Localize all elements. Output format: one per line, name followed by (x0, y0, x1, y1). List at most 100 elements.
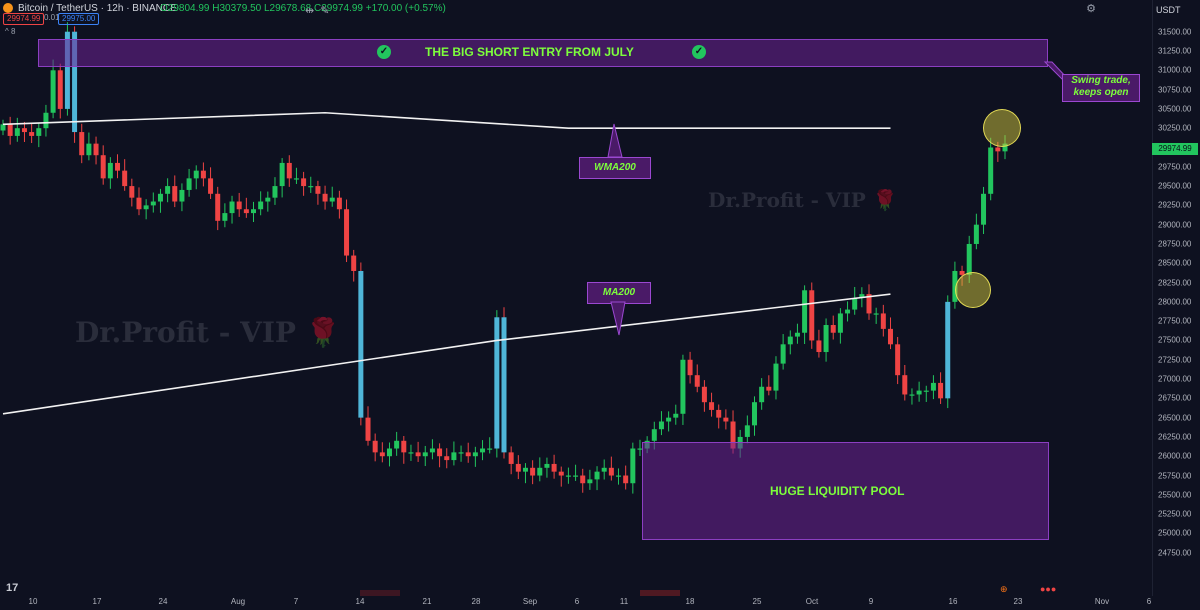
candle[interactable] (787, 330, 793, 355)
candle[interactable] (608, 456, 614, 481)
candle[interactable] (379, 442, 385, 463)
candle[interactable] (866, 284, 872, 320)
candle[interactable] (780, 334, 786, 370)
symbol-title[interactable]: Bitcoin / TetherUS · 12h · BINANCE (18, 3, 177, 14)
candle[interactable] (565, 467, 571, 484)
candle[interactable] (809, 282, 815, 349)
candle[interactable] (429, 439, 435, 460)
candle[interactable] (86, 132, 92, 161)
candle[interactable] (329, 186, 335, 207)
candle[interactable] (487, 437, 493, 454)
candle[interactable] (501, 307, 507, 459)
candle[interactable] (480, 440, 486, 461)
candle[interactable] (157, 188, 163, 213)
candle[interactable] (372, 433, 378, 462)
candle[interactable] (79, 123, 85, 164)
candle[interactable] (36, 123, 42, 148)
candle[interactable] (658, 411, 664, 436)
candle[interactable] (272, 177, 278, 205)
candle[interactable] (279, 158, 285, 198)
candle[interactable] (802, 285, 808, 345)
candle[interactable] (293, 167, 299, 185)
candle[interactable] (544, 457, 550, 478)
candle[interactable] (229, 195, 235, 224)
candle[interactable] (165, 178, 171, 203)
candle[interactable] (122, 159, 128, 191)
candle[interactable] (673, 404, 679, 425)
candle[interactable] (465, 442, 471, 463)
buy-button[interactable]: 29975.00 (58, 13, 100, 25)
candle[interactable] (902, 364, 908, 401)
sell-button[interactable]: 29974.99 (3, 13, 45, 25)
wma200-line[interactable] (2, 111, 891, 129)
candle[interactable] (107, 157, 113, 189)
candle[interactable] (988, 137, 994, 201)
candle[interactable] (594, 466, 600, 491)
candle[interactable] (766, 375, 772, 396)
candle[interactable] (845, 301, 851, 322)
candle[interactable] (386, 442, 392, 467)
candle[interactable] (7, 116, 13, 145)
candle[interactable] (150, 192, 156, 213)
candle[interactable] (222, 203, 228, 228)
candle[interactable] (322, 185, 328, 210)
candle[interactable] (522, 463, 528, 484)
candle[interactable] (637, 439, 643, 456)
candle[interactable] (179, 183, 185, 212)
candle[interactable] (680, 354, 686, 425)
candle[interactable] (129, 178, 135, 207)
candle[interactable] (587, 469, 593, 490)
candle[interactable] (830, 315, 836, 340)
candle[interactable] (938, 372, 944, 404)
candle[interactable] (251, 201, 256, 222)
candle[interactable] (193, 165, 199, 190)
candle[interactable] (143, 199, 149, 220)
settings-icon[interactable]: ⚙ (1086, 3, 1096, 15)
candle[interactable] (723, 409, 729, 430)
candle[interactable] (14, 117, 20, 142)
candle[interactable] (887, 317, 893, 350)
candle[interactable] (773, 356, 779, 400)
candle[interactable] (630, 442, 636, 494)
candle[interactable] (64, 22, 70, 116)
candle[interactable] (200, 162, 206, 187)
candle[interactable] (701, 380, 707, 412)
candle[interactable] (358, 262, 364, 426)
candle[interactable] (616, 468, 622, 485)
candle[interactable] (336, 190, 342, 219)
candle[interactable] (100, 145, 106, 185)
candle[interactable] (401, 436, 407, 464)
candle[interactable] (115, 154, 121, 179)
candle[interactable] (873, 307, 879, 324)
collapse-indicators-button[interactable]: ^ 8 (5, 27, 16, 36)
candle[interactable] (344, 199, 350, 263)
candle[interactable] (408, 444, 414, 461)
candle[interactable] (236, 192, 242, 217)
candle[interactable] (472, 446, 478, 467)
candle[interactable] (952, 261, 958, 309)
candle[interactable] (794, 323, 800, 344)
candle[interactable] (930, 375, 936, 400)
candle[interactable] (451, 441, 457, 466)
candle[interactable] (573, 464, 579, 481)
currency-label[interactable]: USDT (1156, 5, 1181, 15)
candle[interactable] (43, 104, 49, 137)
candle[interactable] (973, 213, 979, 250)
candle[interactable] (136, 187, 142, 216)
candle[interactable] (923, 385, 929, 402)
candle[interactable] (308, 176, 314, 193)
candle[interactable] (580, 468, 586, 493)
candle[interactable] (365, 406, 371, 446)
candle[interactable] (415, 441, 421, 462)
candle[interactable] (422, 445, 428, 467)
candle[interactable] (981, 186, 987, 235)
candle[interactable] (265, 191, 271, 212)
candle[interactable] (551, 454, 557, 479)
drawing-tools-icon[interactable]: ⇹✎ (305, 5, 336, 17)
candle[interactable] (394, 431, 400, 456)
candle[interactable] (494, 310, 500, 458)
candle[interactable] (558, 466, 564, 487)
candle[interactable] (687, 351, 693, 384)
price-axis[interactable]: 24750.00 25000.00 25250.00 25500.00 25750.00… (1152, 0, 1200, 596)
candle[interactable] (508, 446, 514, 475)
